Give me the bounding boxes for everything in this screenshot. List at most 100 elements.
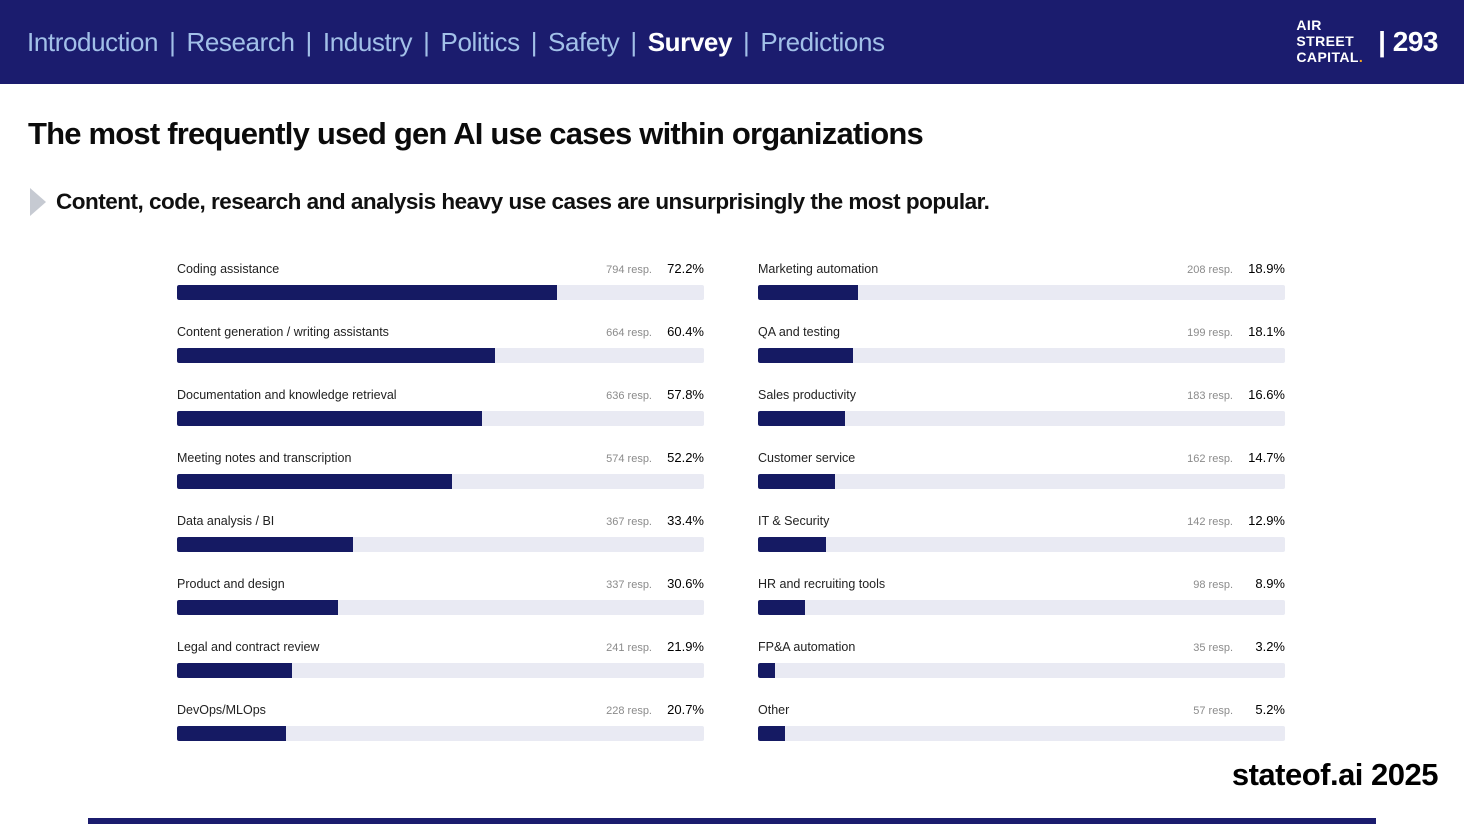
chart-row: Product and design 337 resp. 30.6%: [177, 575, 704, 615]
chart-row: Legal and contract review 241 resp. 21.9%: [177, 638, 704, 678]
bar-track: [758, 537, 1285, 552]
bar-fill: [177, 600, 339, 615]
stateofai-wordmark: stateof.ai 2025: [1231, 757, 1439, 792]
bar-track: [177, 663, 704, 678]
nav-item-safety[interactable]: Safety: [548, 26, 620, 57]
percent-value: 21.9%: [667, 639, 704, 654]
air-street-capital-logo: AIR STREET CAPITAL.: [1296, 18, 1363, 65]
bar-label: Marketing automation: [758, 262, 879, 276]
top-nav-bar: Introduction | Research | Industry | Politics |…: [0, 0, 1464, 84]
row-head: Marketing automation 208 resp. 18.9%: [758, 260, 1285, 276]
bar-track: [758, 411, 1285, 426]
respondent-count: 183 resp.: [1187, 390, 1233, 402]
bar-track: [177, 411, 704, 426]
bar-label: Coding assistance: [177, 262, 280, 276]
chart-row: Documentation and knowledge retrieval 636…: [177, 386, 704, 426]
bar-track: [177, 537, 704, 552]
respondent-count: 57 resp.: [1193, 705, 1233, 717]
percent-value: 5.2%: [1255, 702, 1285, 717]
row-values: 574 resp. 52.2%: [606, 449, 704, 467]
bar-fill: [177, 348, 496, 363]
page-subtitle: Content, code, research and analysis hea…: [56, 189, 990, 214]
nav-item-research[interactable]: Research: [186, 26, 295, 57]
row-values: 794 resp. 72.2%: [606, 260, 704, 278]
chart-row: Sales productivity 183 resp. 16.6%: [758, 386, 1285, 426]
row-head: Content generation / writing assistants 6…: [177, 323, 704, 339]
nav-separator: |: [743, 26, 750, 57]
logo-line: CAPITAL: [1296, 48, 1359, 65]
chart-row: Data analysis / BI 367 resp. 33.4%: [177, 512, 704, 552]
percent-value: 20.7%: [667, 702, 704, 717]
bar-chart: Coding assistance 794 resp. 72.2% Content g…: [177, 260, 1285, 764]
bar-fill: [758, 411, 846, 426]
row-values: 636 resp. 57.8%: [606, 386, 704, 404]
chart-column: Marketing automation 208 resp. 18.9% QA and…: [758, 260, 1285, 764]
percent-value: 16.6%: [1248, 387, 1285, 402]
logo-line: STREET: [1296, 33, 1355, 50]
respondent-count: 199 resp.: [1187, 327, 1233, 339]
bar-label: HR and recruiting tools: [758, 577, 886, 591]
bar-label: Sales productivity: [758, 388, 856, 402]
bar-track: [758, 663, 1285, 678]
row-head: Other 57 resp. 5.2%: [758, 701, 1285, 717]
row-head: Legal and contract review 241 resp. 21.9%: [177, 638, 704, 654]
row-values: 367 resp. 33.4%: [606, 512, 704, 530]
bar-fill: [177, 474, 453, 489]
nav-item-industry[interactable]: Industry: [322, 26, 413, 57]
bar-track: [758, 285, 1285, 300]
row-head: FP&A automation 35 resp. 3.2%: [758, 638, 1285, 654]
row-head: QA and testing 199 resp. 18.1%: [758, 323, 1285, 339]
bar-fill: [758, 537, 826, 552]
row-head: Data analysis / BI 367 resp. 33.4%: [177, 512, 704, 528]
percent-value: 57.8%: [667, 387, 704, 402]
percent-value: 18.1%: [1248, 324, 1285, 339]
respondent-count: 337 resp.: [606, 579, 652, 591]
bar-fill: [177, 663, 293, 678]
bar-fill: [177, 411, 482, 426]
bar-label: FP&A automation: [758, 640, 856, 654]
bar-track: [758, 600, 1285, 615]
row-values: 162 resp. 14.7%: [1187, 449, 1285, 467]
percent-value: 3.2%: [1255, 639, 1285, 654]
bar-fill: [758, 474, 836, 489]
chart-row: DevOps/MLOps 228 resp. 20.7%: [177, 701, 704, 741]
percent-value: 14.7%: [1248, 450, 1285, 465]
chart-row: HR and recruiting tools 98 resp. 8.9%: [758, 575, 1285, 615]
percent-value: 18.9%: [1248, 261, 1285, 276]
row-values: 142 resp. 12.9%: [1187, 512, 1285, 530]
page-number: | 293: [1378, 25, 1438, 57]
row-values: 199 resp. 18.1%: [1187, 323, 1285, 341]
respondent-count: 574 resp.: [606, 453, 652, 465]
bar-track: [177, 474, 704, 489]
respondent-count: 98 resp.: [1193, 579, 1233, 591]
bar-fill: [758, 726, 786, 741]
bar-track: [177, 348, 704, 363]
bar-fill: [758, 348, 854, 363]
nav-item-survey[interactable]: Survey: [647, 26, 733, 57]
percent-value: 52.2%: [667, 450, 704, 465]
percent-value: 12.9%: [1248, 513, 1285, 528]
brand-block: AIR STREET CAPITAL. | 293: [1296, 18, 1438, 65]
respondent-count: 162 resp.: [1187, 453, 1233, 465]
bar-fill: [177, 285, 558, 300]
row-head: Sales productivity 183 resp. 16.6%: [758, 386, 1285, 402]
percent-value: 33.4%: [667, 513, 704, 528]
bar-label: DevOps/MLOps: [177, 703, 266, 717]
row-values: 228 resp. 20.7%: [606, 701, 704, 719]
percent-value: 30.6%: [667, 576, 704, 591]
respondent-count: 794 resp.: [606, 264, 652, 276]
chart-row: Coding assistance 794 resp. 72.2%: [177, 260, 704, 300]
row-head: Meeting notes and transcription 574 resp.…: [177, 449, 704, 465]
chart-row: Content generation / writing assistants 6…: [177, 323, 704, 363]
row-head: Documentation and knowledge retrieval 636…: [177, 386, 704, 402]
percent-value: 60.4%: [667, 324, 704, 339]
respondent-count: 208 resp.: [1187, 264, 1233, 276]
nav-item-introduction[interactable]: Introduction: [27, 26, 159, 57]
bar-track: [177, 726, 704, 741]
nav-item-politics[interactable]: Politics: [440, 26, 521, 57]
nav-items: Introduction | Research | Industry | Politics |…: [27, 27, 885, 58]
nav-item-predictions[interactable]: Predictions: [760, 26, 885, 57]
nav-separator: |: [305, 26, 313, 57]
respondent-count: 241 resp.: [606, 642, 652, 654]
chart-row: Customer service 162 resp. 14.7%: [758, 449, 1285, 489]
